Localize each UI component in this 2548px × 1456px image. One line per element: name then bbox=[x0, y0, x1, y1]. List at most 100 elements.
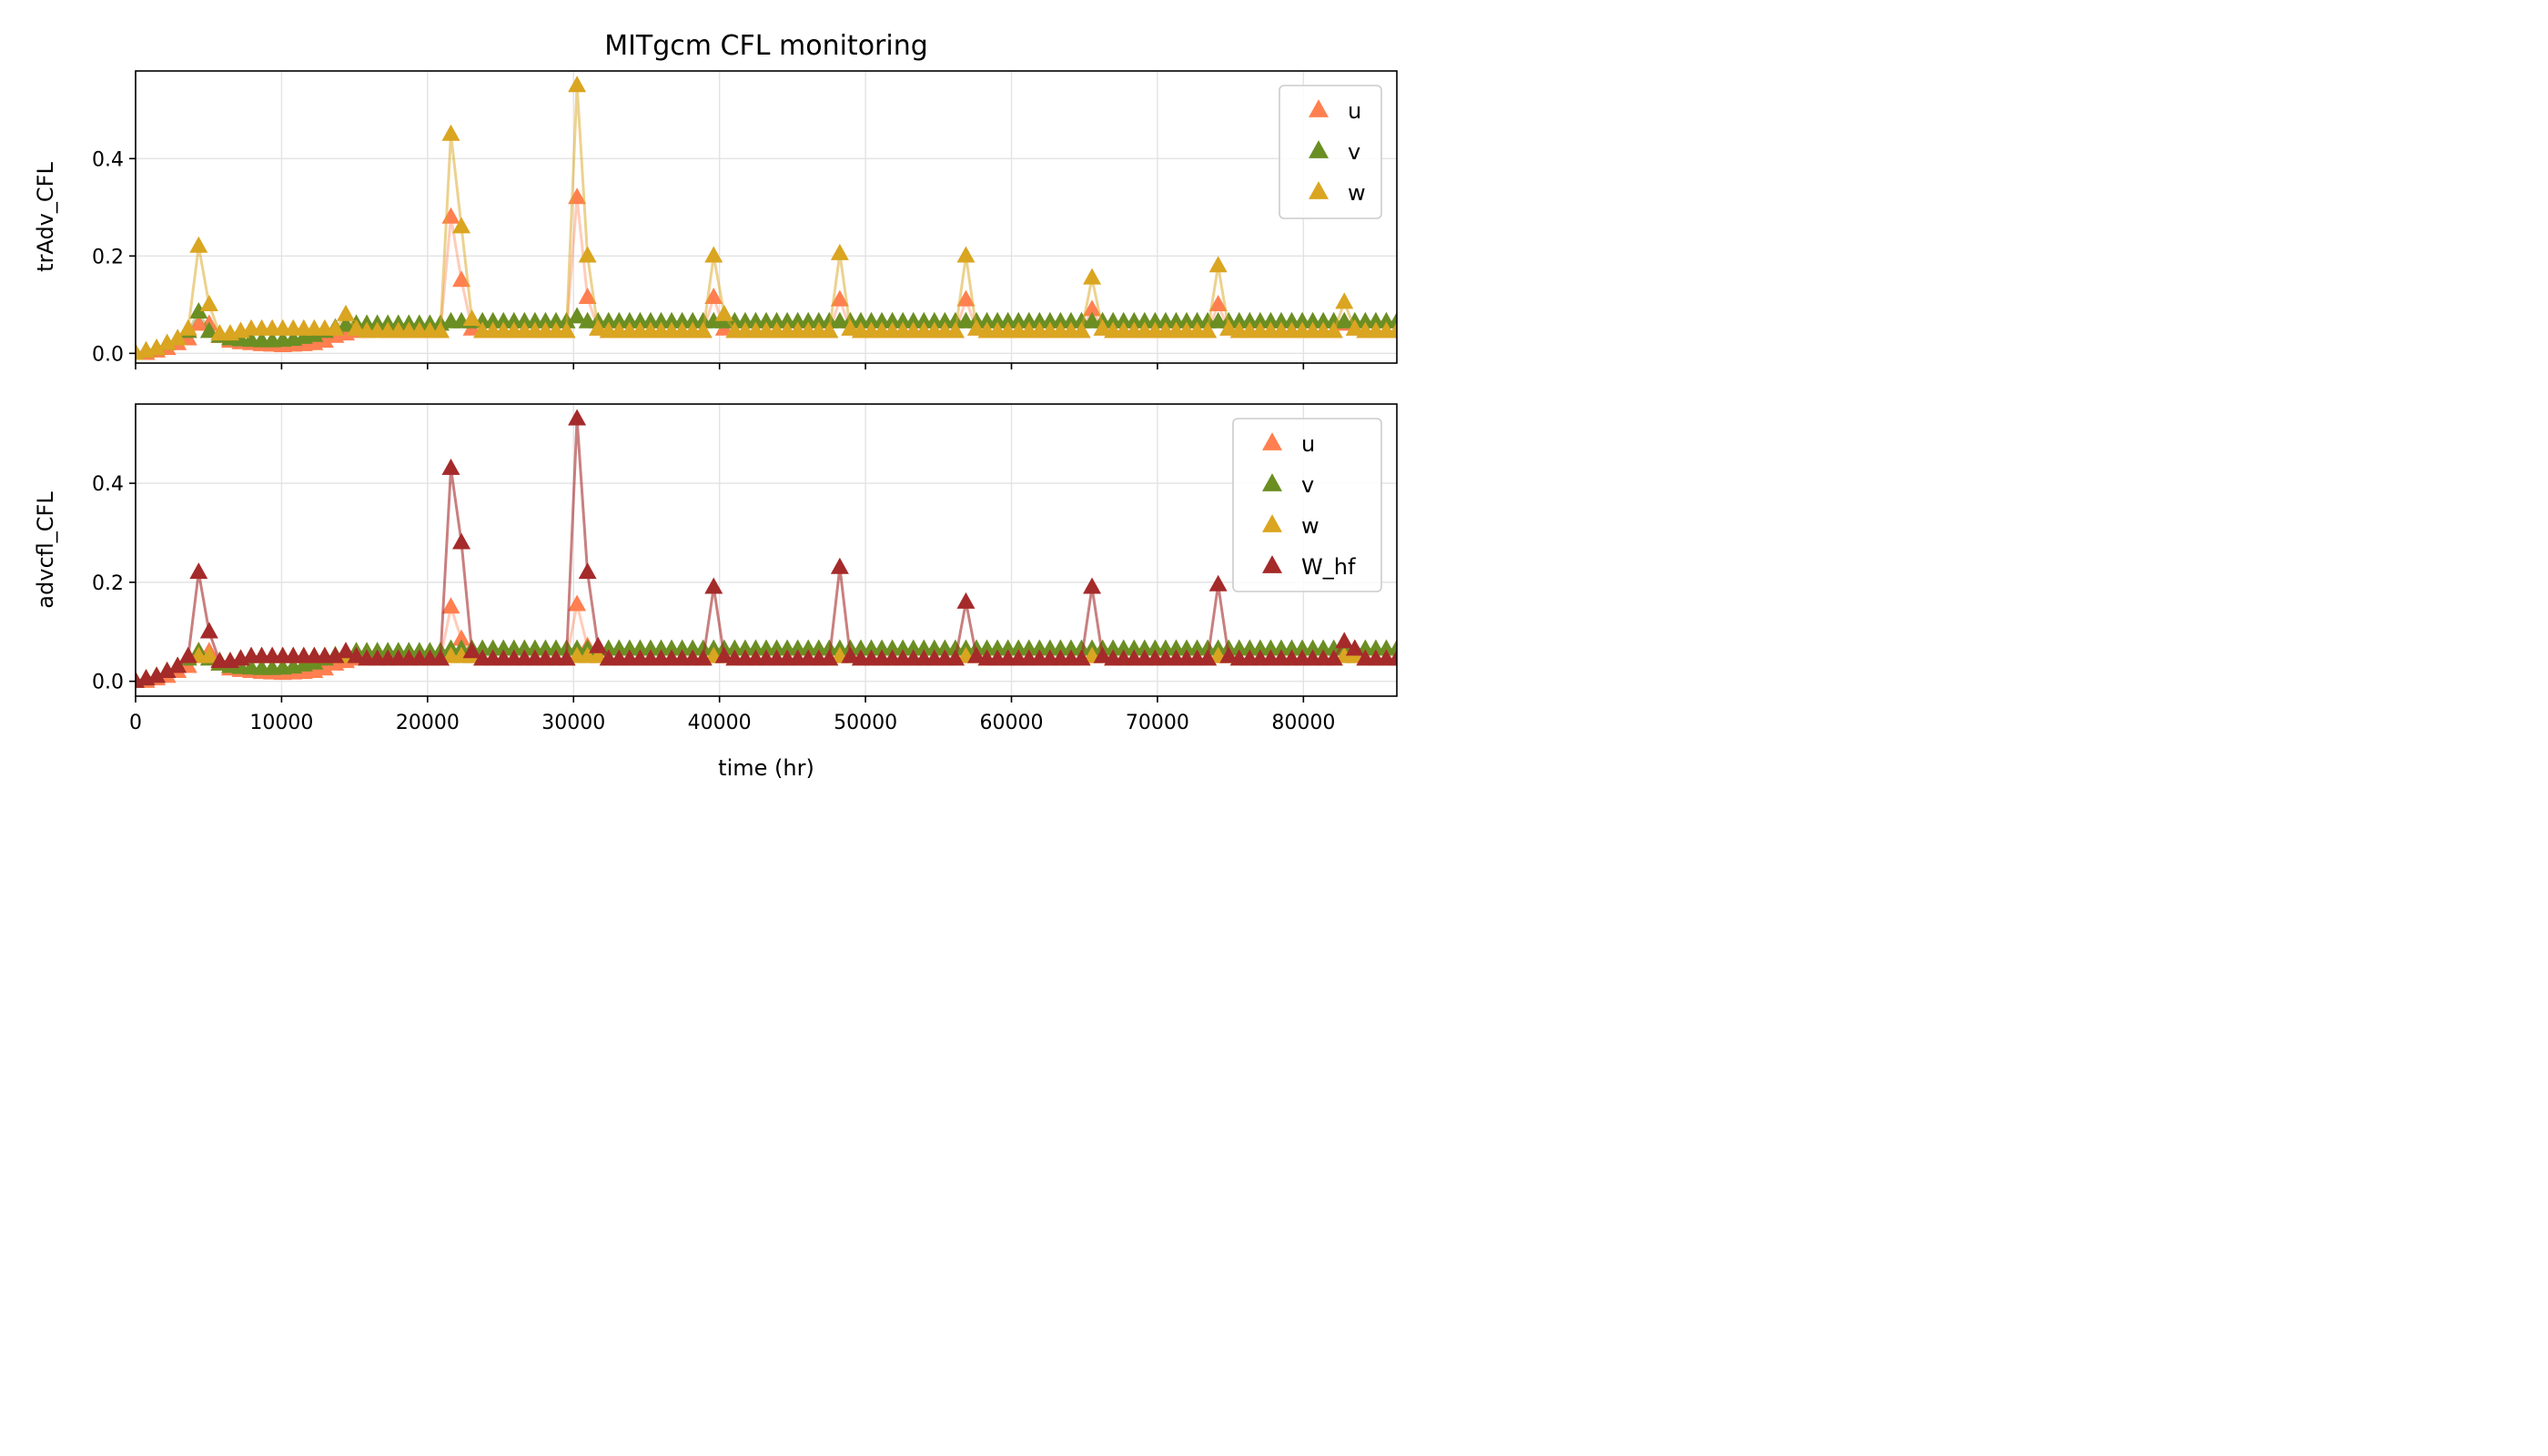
tradv-cfl-v-marker bbox=[199, 321, 218, 339]
tradv-cfl-u-marker bbox=[578, 287, 597, 304]
x-tick-label: 50000 bbox=[834, 712, 897, 734]
tradv-cfl-w-marker bbox=[178, 318, 197, 336]
advcfl-cfl-plot-area bbox=[136, 409, 1397, 688]
advcfl-cfl-w-hf-marker bbox=[189, 562, 208, 580]
advcfl-cfl-legend-label-v: v bbox=[1301, 472, 1314, 498]
advcfl-cfl-w-hf-marker bbox=[1072, 649, 1091, 666]
tradv-cfl-series-w bbox=[136, 76, 1397, 360]
advcfl-cfl-legend-box bbox=[1232, 418, 1382, 592]
advcfl-cfl-w-hf-marker bbox=[168, 656, 187, 673]
advcfl-cfl-w-hf-marker bbox=[714, 646, 733, 663]
advcfl-cfl-w-hf-marker bbox=[157, 661, 177, 678]
tradv-cfl-w-marker bbox=[1219, 318, 1239, 336]
x-tick-label: 60000 bbox=[980, 712, 1044, 734]
advcfl-cfl-w-hf-marker bbox=[568, 409, 587, 426]
tradv-cfl-w-marker bbox=[1093, 318, 1112, 336]
tradv-cfl-u-marker bbox=[704, 287, 723, 304]
advcfl-cfl-w-hf-marker bbox=[147, 666, 167, 683]
tradv-cfl-w-marker bbox=[1208, 256, 1228, 273]
tradv-cfl-w-marker bbox=[452, 217, 471, 234]
tradv-cfl-w-marker bbox=[168, 329, 187, 346]
tradv-cfl-w-marker bbox=[704, 246, 723, 263]
chart-title: MITgcm CFL monitoring bbox=[604, 30, 928, 62]
tradv-cfl-u-marker bbox=[452, 270, 471, 288]
advcfl-cfl-y-axis-label: advcfl_CFL bbox=[33, 491, 58, 609]
tradv-cfl-w-marker bbox=[1324, 321, 1343, 339]
tradv-cfl-w-marker bbox=[830, 243, 849, 260]
advcfl-cfl-w-hf-marker bbox=[462, 642, 481, 659]
tradv-cfl-u-marker bbox=[1083, 299, 1102, 317]
advcfl-cfl-w-hf-marker bbox=[1093, 646, 1112, 663]
tradv-cfl-v-marker bbox=[189, 302, 208, 319]
tradv-cfl-w-marker bbox=[347, 318, 366, 336]
advcfl-cfl-w-hf-marker bbox=[693, 649, 713, 666]
chart-canvas: MITgcm CFL monitoring 0.0 0.2 0.4 trAdv_CFL… bbox=[0, 0, 1420, 801]
tradv-cfl-w-marker bbox=[1072, 321, 1091, 339]
advcfl-cfl-w-hf-marker bbox=[1198, 649, 1218, 666]
advcfl-cfl-w-hf-marker bbox=[956, 592, 976, 609]
tradv-cfl-w-marker bbox=[841, 318, 860, 336]
x-tick-label: 0 bbox=[129, 712, 142, 734]
advcfl-cfl-w-hf-marker bbox=[452, 532, 471, 550]
advcfl-cfl-w-hf-marker bbox=[441, 458, 460, 475]
advcfl-cfl-w-hf-marker bbox=[557, 649, 576, 666]
advcfl-cfl-series-w-hf bbox=[136, 409, 1397, 688]
tradv-cfl-w-marker bbox=[189, 236, 208, 253]
tradv-cfl-u-marker bbox=[956, 289, 976, 307]
tradv-cfl-w-marker bbox=[1335, 292, 1354, 309]
tradv-cfl-w-marker bbox=[820, 321, 839, 339]
tradv-cfl-w-marker bbox=[1388, 321, 1397, 339]
advcfl-cfl-w-marker bbox=[199, 646, 218, 663]
tradv-cfl-legend-label-w: w bbox=[1348, 180, 1366, 206]
tradv-cfl-legend-label-u: u bbox=[1348, 98, 1361, 124]
x-tick-label: 80000 bbox=[1271, 712, 1335, 734]
advcfl-cfl-w-hf-marker bbox=[1219, 646, 1239, 663]
tradv-cfl-v-marker bbox=[568, 307, 587, 324]
x-tick-label: 20000 bbox=[396, 712, 460, 734]
advcfl-cfl-w-hf-marker bbox=[945, 649, 965, 666]
tradv-cfl-w-marker bbox=[1083, 268, 1102, 285]
tradv-cfl-plot-area bbox=[136, 76, 1397, 360]
advcfl-cfl-w-hf-marker bbox=[1388, 649, 1397, 666]
tradv-cfl-w-marker bbox=[1198, 321, 1218, 339]
advcfl-cfl-v-marker bbox=[1388, 639, 1397, 656]
tradv-cfl-y-tick-label: 0.4 bbox=[92, 148, 124, 171]
tradv-cfl-w-marker bbox=[945, 321, 965, 339]
tradv-cfl-y-axis-label: trAdv_CFL bbox=[33, 162, 58, 272]
advcfl-cfl-w-hf-marker bbox=[589, 636, 608, 653]
advcfl-cfl-w-hf-marker bbox=[347, 646, 366, 663]
tradv-cfl-w-marker bbox=[430, 321, 450, 339]
advcfl-cfl-w-hf-marker bbox=[1345, 639, 1364, 656]
advcfl-cfl-legend-label-w: w bbox=[1301, 513, 1320, 539]
advcfl-cfl-w-marker bbox=[589, 646, 608, 663]
tradv-cfl-legend-box bbox=[1279, 85, 1382, 219]
tradv-cfl-w-marker bbox=[714, 304, 733, 321]
panel-tradv-cfl: 0.0 0.2 0.4 trAdv_CFL uvw bbox=[33, 70, 1398, 369]
advcfl-cfl-w-hf-marker bbox=[820, 649, 839, 666]
advcfl-cfl-legend-marker-w-hf bbox=[1262, 555, 1282, 573]
x-tick-label: 30000 bbox=[541, 712, 605, 734]
advcfl-cfl-w-hf-marker bbox=[704, 577, 723, 594]
tradv-cfl-w-marker bbox=[157, 333, 177, 350]
advcfl-cfl-w-hf-marker bbox=[199, 622, 218, 639]
tradv-cfl-y-tick-label: 0.2 bbox=[92, 246, 124, 268]
advcfl-cfl-w-hf-marker bbox=[430, 649, 450, 666]
advcfl-cfl-legend-marker-v bbox=[1262, 473, 1282, 491]
advcfl-cfl-w-hf-marker bbox=[1324, 649, 1343, 666]
tradv-cfl-w-marker bbox=[147, 339, 167, 356]
tradv-cfl-w-marker bbox=[199, 295, 218, 311]
x-tick-label: 10000 bbox=[249, 712, 313, 734]
tradv-cfl-y-tick-label: 0.0 bbox=[92, 343, 124, 366]
advcfl-cfl-axes-frame bbox=[135, 403, 1398, 697]
chart-figure: MITgcm CFL monitoring 0.0 0.2 0.4 trAdv_CFL… bbox=[0, 0, 1420, 801]
advcfl-cfl-w-hf-marker bbox=[337, 642, 355, 659]
tradv-cfl-legend: uvw bbox=[1279, 85, 1382, 219]
tradv-cfl-axes-frame bbox=[135, 70, 1398, 364]
advcfl-cfl-w-hf-marker bbox=[1335, 632, 1354, 649]
tradv-cfl-w-marker bbox=[462, 309, 481, 327]
advcfl-cfl-w-hf-marker bbox=[1208, 574, 1228, 592]
advcfl-cfl-y-tick-label: 0.0 bbox=[92, 672, 124, 694]
tradv-cfl-w-marker bbox=[337, 304, 355, 321]
tradv-cfl-w-marker bbox=[956, 246, 976, 263]
tradv-cfl-u-marker bbox=[1208, 295, 1228, 311]
